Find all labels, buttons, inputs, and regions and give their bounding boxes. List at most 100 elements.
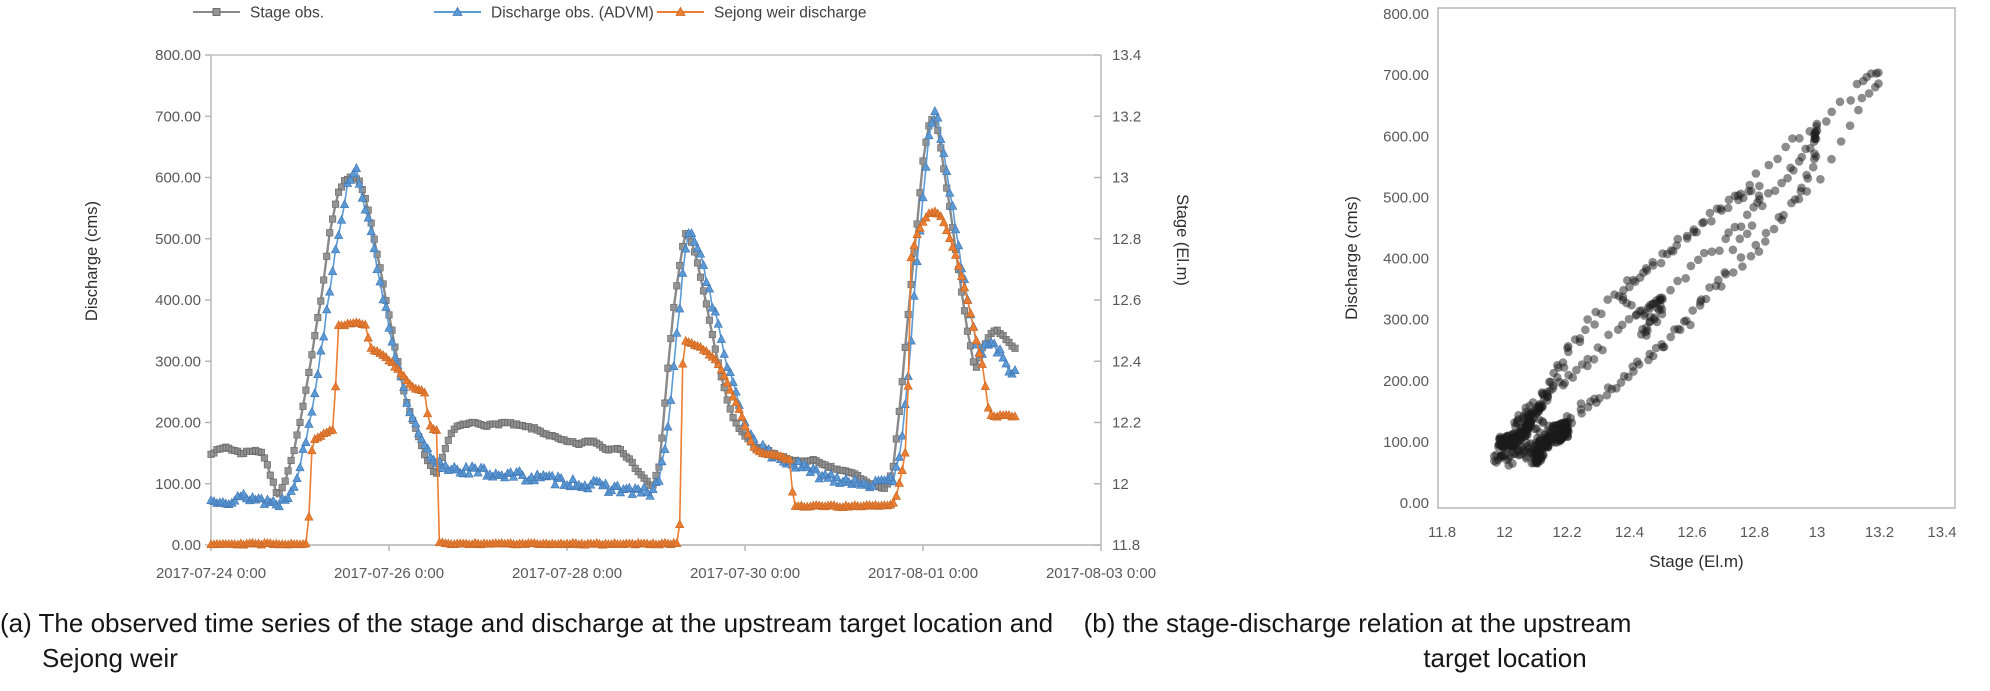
- scatter-point: [1736, 253, 1746, 262]
- scatter-point: [1816, 175, 1825, 184]
- scatter-point: [1874, 79, 1883, 88]
- scatter-point: [1735, 234, 1745, 244]
- scatter-point: [1666, 285, 1675, 295]
- scatter-point: [1586, 397, 1595, 406]
- scatter-point: [1498, 451, 1508, 460]
- scatter-point: [1822, 117, 1831, 126]
- y-axis-tick-label: 200.00: [1383, 373, 1429, 390]
- scatter-point: [1747, 221, 1757, 230]
- scatter-point: [1852, 79, 1862, 89]
- scatter-point: [1864, 89, 1874, 98]
- scatter-point: [1802, 170, 1811, 180]
- scatter-point: [1698, 218, 1707, 228]
- scatter-point: [1857, 93, 1867, 103]
- left-axis-tick-label: 500.00: [155, 231, 201, 248]
- scatter-point: [1854, 105, 1863, 115]
- scatter-point: [1577, 360, 1587, 369]
- scatter-point: [1788, 134, 1797, 143]
- left-axis-tick-label: 700.00: [155, 108, 201, 125]
- scatter-point: [1653, 303, 1662, 313]
- scatter-point: [1589, 355, 1599, 364]
- scatter-point: [1721, 234, 1730, 244]
- y-axis-tick-label: 300.00: [1383, 312, 1429, 329]
- legend-label: Sejong weir discharge: [714, 5, 867, 22]
- legend-label: Stage obs.: [250, 5, 324, 22]
- right-axis-tick-label: 12.6: [1112, 292, 1141, 309]
- scatter-point: [1648, 261, 1658, 270]
- right-axis-tick-label: 11.8: [1112, 537, 1140, 554]
- caption-line-2: Sejong weir target location: [0, 641, 1990, 676]
- scatter-point: [1494, 442, 1503, 452]
- caption-b-label: (b): [1083, 608, 1116, 638]
- scatter-point: [1627, 300, 1636, 310]
- scatter-point: [1809, 137, 1819, 146]
- series-markers-weir: [206, 206, 1020, 549]
- scatter-point: [1751, 169, 1761, 178]
- x-axis-tick-label: 2017-07-28 0:00: [512, 565, 622, 582]
- scatter-point: [1583, 315, 1592, 324]
- scatter-point: [1570, 335, 1580, 344]
- scatter-point: [1564, 347, 1573, 357]
- y-axis-tick-label: 0.00: [1400, 495, 1429, 512]
- scatter-point: [1783, 173, 1792, 183]
- scatter-point: [1591, 307, 1600, 317]
- scatter-point: [1516, 427, 1525, 436]
- y-axis-tick-label: 100.00: [1383, 434, 1429, 451]
- scatter-point: [1761, 237, 1770, 246]
- scatter-point: [1827, 107, 1836, 117]
- left-axis-tick-label: 800.00: [155, 47, 201, 64]
- scatter-point: [1658, 249, 1667, 258]
- scatter-point: [1729, 268, 1738, 277]
- x-axis-tick-label: 13.4: [1927, 524, 1956, 541]
- scatter-point: [1721, 269, 1731, 279]
- scatter-point: [1742, 229, 1752, 239]
- scatter-point: [1523, 441, 1532, 451]
- caption-a-text: The observed time series of the stage an…: [38, 608, 1054, 638]
- scatter-point: [1738, 262, 1747, 271]
- scatter-point: [1728, 245, 1738, 255]
- legend-item: Discharge obs. (ADVM): [434, 5, 654, 22]
- scatter-point: [1549, 368, 1558, 378]
- figure-captions: (a) The observed time series of the stag…: [0, 606, 1990, 676]
- scatter-chart-svg: 800.00 700.00 600.00 500.00 400.00 300.00 200.…: [1342, 6, 1957, 571]
- scatter-point: [1539, 394, 1549, 404]
- x-axis-tick-label: 13.2: [1865, 524, 1894, 541]
- scatter-point: [1790, 195, 1800, 204]
- x-axis-tick-label: 2017-07-26 0:00: [334, 565, 444, 582]
- scatter-point: [1808, 162, 1818, 172]
- scatter-point: [1566, 413, 1575, 423]
- scatter-point: [1581, 325, 1590, 335]
- y-axis-tick-label: 700.00: [1383, 67, 1429, 84]
- scatter-point: [1670, 325, 1679, 334]
- scatter-point: [1530, 424, 1540, 434]
- y-axis-tick-label: 800.00: [1383, 6, 1429, 23]
- scatter-point: [1656, 295, 1665, 305]
- scatter-point: [1666, 332, 1675, 342]
- scatter-point: [1551, 421, 1561, 431]
- scatter-point: [1602, 390, 1612, 400]
- scatter-point: [1656, 258, 1666, 268]
- scatter-point: [1716, 204, 1725, 213]
- scatter-point: [1635, 273, 1645, 282]
- left-axis-tick-label: 400.00: [155, 292, 201, 309]
- scatter-point: [1835, 97, 1845, 107]
- scatter-point: [1802, 187, 1812, 196]
- scatter-point: [1786, 163, 1795, 173]
- y-axis-tick-label: 400.00: [1383, 251, 1429, 268]
- scatter-point: [1645, 349, 1654, 359]
- scatter-point: [1629, 275, 1638, 285]
- scatter-point: [1509, 449, 1519, 459]
- series-markers-stage: [207, 116, 1019, 498]
- scatter-point: [1624, 314, 1634, 324]
- x-axis-tick-label: 11.8: [1428, 524, 1456, 541]
- scatter-points: [1490, 68, 1883, 470]
- scatter-point: [1682, 234, 1692, 243]
- scatter-point: [1572, 365, 1581, 375]
- scatter-point: [1629, 367, 1638, 376]
- scatter-point: [1673, 276, 1682, 286]
- x-axis-tick-label: 12.4: [1615, 524, 1644, 541]
- timeseries-chart: 800.00 700.00 600.00 500.00 400.00 300.00 200.…: [83, 5, 1191, 583]
- scatter-point: [1576, 405, 1586, 414]
- left-axis-tick-label: 200.00: [155, 415, 201, 432]
- scatter-point: [1711, 281, 1721, 291]
